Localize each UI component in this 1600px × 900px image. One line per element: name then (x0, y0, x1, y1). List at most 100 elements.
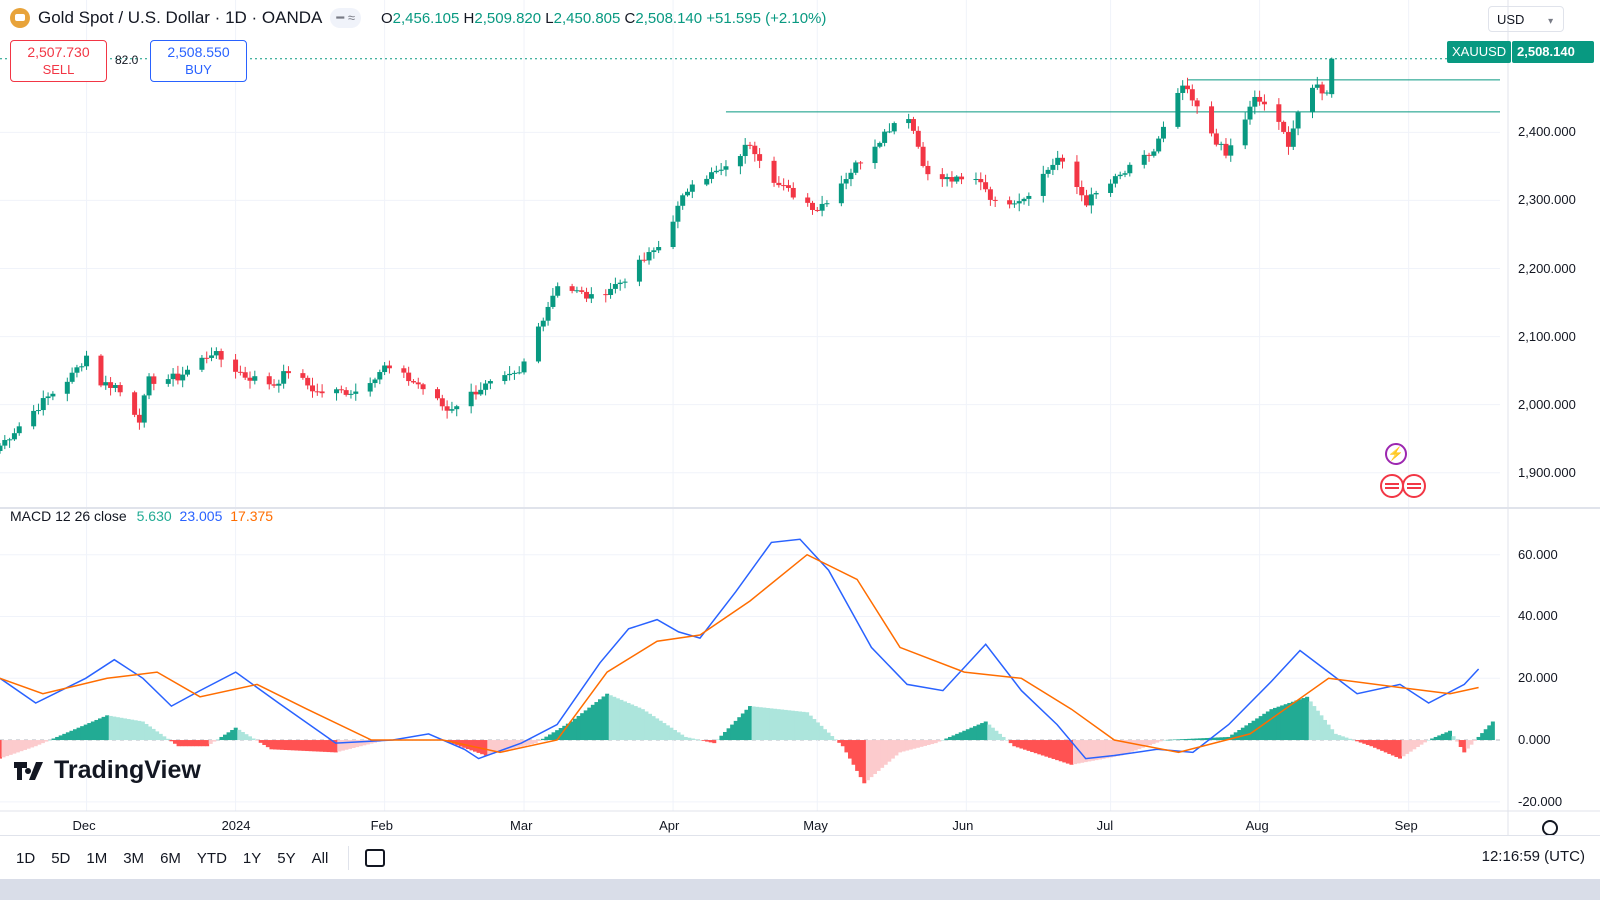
candle-body (742, 144, 748, 157)
macd-histogram-bar (651, 716, 656, 741)
macd-histogram-bar (230, 730, 235, 741)
macd-legend[interactable]: MACD 12 26 close 5.630 23.005 17.375 (10, 508, 273, 524)
candle-body (204, 357, 210, 359)
macd-histogram-bar (1330, 729, 1335, 741)
macd-histogram-bar (1180, 739, 1185, 741)
buy-button[interactable]: 2,508.550 BUY (150, 40, 247, 82)
candle-body (545, 306, 551, 321)
macd-histogram-bar (1308, 701, 1313, 741)
gold-coin-icon[interactable] (10, 8, 30, 28)
candle-body (656, 247, 662, 251)
price-tick-label: 2,300.000 (1518, 192, 1576, 208)
macd-histogram-bar (801, 711, 806, 741)
macd-histogram-bar (887, 740, 892, 762)
candle-body (1295, 112, 1301, 129)
candle-body (1189, 89, 1195, 101)
macd-histogram-bar (351, 740, 356, 748)
macd-histogram-bar (1276, 706, 1281, 741)
macd-histogram-bar (1058, 740, 1063, 762)
macd-histogram-bar (1108, 740, 1113, 758)
macd-histogram-bar (923, 740, 927, 746)
candle-body (338, 389, 344, 391)
macd-histogram-bar (1326, 724, 1331, 741)
price-tick-label: 2,000.000 (1518, 396, 1576, 412)
candle-body (84, 355, 90, 367)
macd-histogram-bar (176, 740, 181, 747)
macd-histogram-bar (958, 732, 963, 741)
sell-button[interactable]: 2,507.730 SELL (10, 40, 107, 82)
range-button-1m[interactable]: 1M (86, 849, 108, 867)
macd-histogram-bar (915, 740, 920, 748)
macd-histogram-bar (123, 718, 127, 741)
range-button-1d[interactable]: 1D (16, 849, 36, 867)
range-button-ytd[interactable]: YTD (196, 849, 227, 867)
macd-histogram-bar (1444, 732, 1449, 741)
hide-indicator-icon[interactable]: ━ ≈ (330, 8, 361, 28)
macd-histogram-bar (1280, 705, 1285, 741)
range-button-6m[interactable]: 6M (160, 849, 181, 867)
range-button-5y[interactable]: 5Y (277, 849, 296, 867)
macd-histogram-bar (294, 740, 299, 751)
macd-histogram-bar (1155, 740, 1160, 743)
macd-histogram-bar (90, 721, 95, 741)
macd-histogram-bar (940, 740, 945, 741)
macd-histogram-bar (637, 707, 642, 741)
macd-tick-label: 0.000 (1518, 732, 1551, 748)
macd-histogram-bar (880, 740, 885, 768)
tradingview-logo[interactable]: TradingView (14, 756, 201, 785)
candle-body (382, 365, 388, 373)
candle-body (218, 351, 224, 360)
ohlc-values: O2,456.105 H2,509.820 L2,450.805 C2,508.… (381, 10, 826, 27)
candle-body (843, 179, 849, 184)
symbol-title[interactable]: Gold Spot / U.S. Dollar · 1D · OANDA (38, 8, 323, 27)
range-button-1y[interactable]: 1Y (242, 849, 262, 867)
macd-histogram-bar (312, 740, 317, 752)
macd-histogram-bar (783, 709, 788, 741)
macd-histogram-bar (598, 699, 602, 741)
us-flag-event-icon[interactable] (1380, 474, 1404, 498)
time-tick-label: Feb (370, 818, 394, 833)
macd-histogram-bar (730, 724, 735, 741)
macd-histogram-bar (1065, 740, 1070, 764)
candle-body (502, 375, 508, 382)
candle-body (805, 197, 811, 203)
candle-body (1117, 174, 1123, 177)
bottom-strip (0, 879, 1600, 900)
macd-histogram-bar (1176, 739, 1181, 741)
range-button-all[interactable]: All (311, 849, 329, 867)
macd-histogram-bar (76, 727, 81, 741)
macd-histogram-bar (665, 725, 670, 741)
macd-histogram-bar (1462, 740, 1467, 753)
macd-histogram-bar (137, 720, 142, 741)
lightning-event-icon[interactable]: ⚡ (1385, 443, 1407, 465)
calendar-icon[interactable] (365, 849, 386, 867)
macd-histogram-bar (615, 698, 620, 741)
macd-histogram-bar (208, 740, 213, 744)
settings-gear-icon[interactable] (1542, 820, 1558, 836)
macd-histogram-bar (533, 740, 538, 744)
macd-histogram-bar (1076, 740, 1081, 764)
candle-body (40, 398, 46, 411)
macd-histogram-bar (233, 727, 238, 741)
candle-body (882, 131, 888, 143)
chart-canvas[interactable] (0, 0, 1600, 835)
macd-histogram-bar (1408, 740, 1413, 752)
candle-body (1108, 183, 1114, 193)
us-flag-event-icon-2[interactable] (1402, 474, 1426, 498)
macd-histogram-bar (287, 740, 292, 751)
macd-histogram-bar (562, 725, 567, 741)
macd-histogram-bar (190, 740, 195, 747)
bottom-toolbar: 1D 5D 1M 3M 6M YTD 1Y 5Y All 12:16:59 (UTC) (0, 835, 1600, 880)
candle-body (1261, 101, 1267, 105)
range-button-3m[interactable]: 3M (123, 849, 145, 867)
candle-body (709, 172, 715, 179)
range-button-5d[interactable]: 5D (51, 849, 71, 867)
utc-clock[interactable]: 12:16:59 (UTC) (1481, 848, 1585, 865)
macd-histogram-bar (612, 696, 617, 741)
macd-histogram-bar (1115, 740, 1120, 757)
macd-histogram-bar (705, 740, 710, 742)
currency-select[interactable]: USD ▾ (1488, 6, 1564, 32)
macd-histogram-bar (1312, 706, 1317, 741)
macd-histogram-bar (858, 740, 863, 778)
macd-histogram-bar (690, 738, 695, 741)
